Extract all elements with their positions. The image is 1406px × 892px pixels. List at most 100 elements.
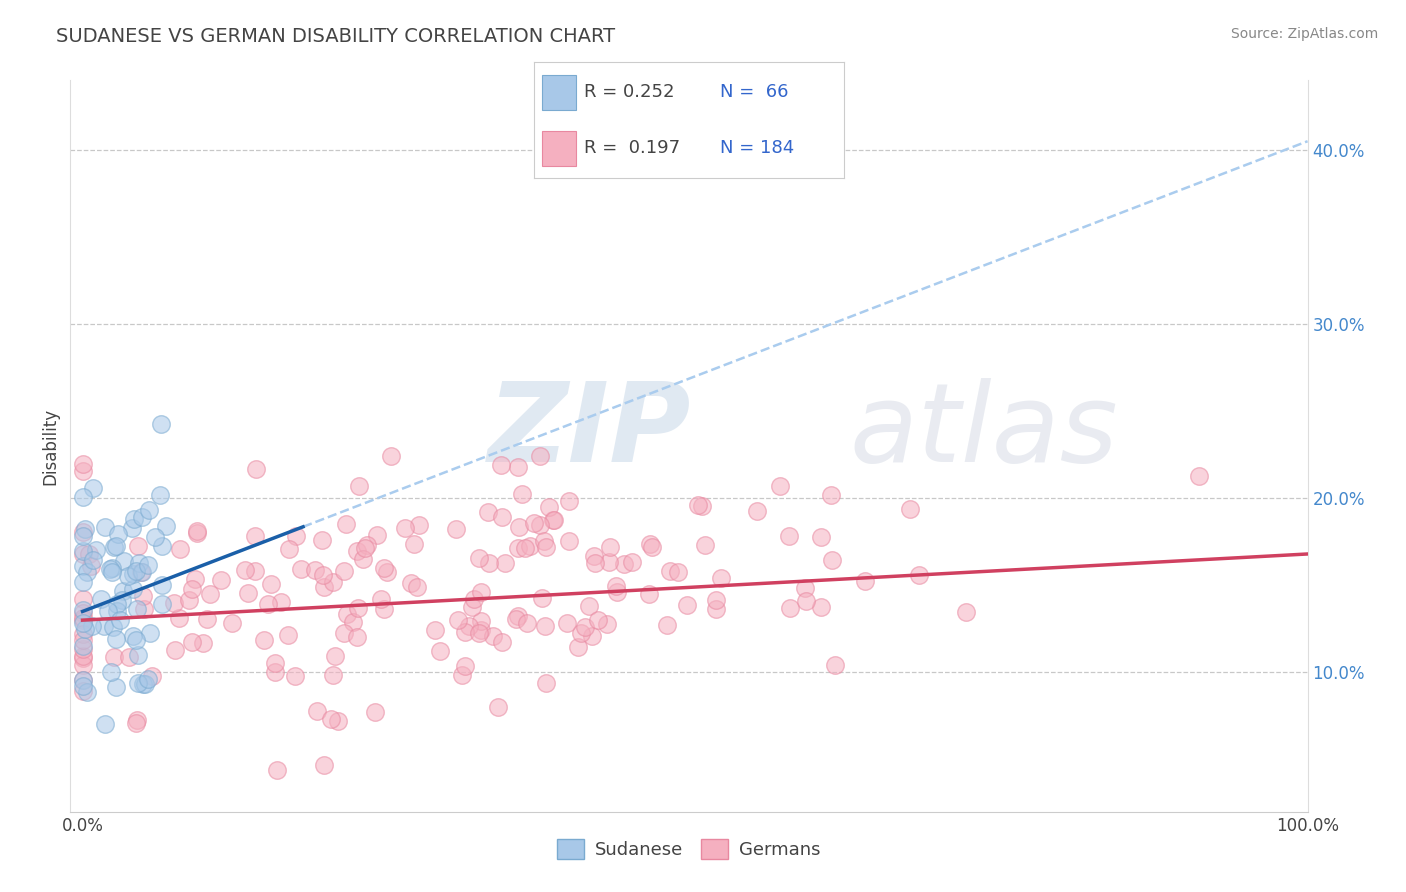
Point	[107, 526, 129, 541]
Point	[72, 658, 94, 673]
Point	[778, 529, 800, 543]
Point	[132, 677, 155, 691]
Point	[72, 642, 94, 657]
Point	[284, 669, 307, 683]
Point	[821, 553, 844, 567]
Point	[394, 521, 416, 535]
Point	[506, 460, 529, 475]
Point	[243, 564, 266, 578]
Point	[482, 629, 505, 643]
Point	[72, 574, 94, 589]
Point	[311, 533, 333, 547]
Text: atlas: atlas	[849, 378, 1118, 485]
Point	[533, 618, 555, 632]
Point	[169, 542, 191, 557]
Point	[470, 585, 492, 599]
Point	[72, 464, 94, 478]
Point	[82, 481, 104, 495]
Point	[136, 558, 159, 573]
Point	[322, 575, 344, 590]
Text: ZIP: ZIP	[488, 378, 692, 485]
Point	[72, 603, 94, 617]
Point	[793, 581, 815, 595]
Point	[578, 599, 600, 614]
Point	[380, 449, 402, 463]
Point	[264, 665, 287, 679]
Point	[73, 622, 96, 636]
Point	[152, 539, 174, 553]
Point	[72, 651, 94, 665]
Point	[72, 683, 94, 698]
Point	[82, 553, 104, 567]
Point	[72, 525, 94, 540]
Point	[72, 529, 94, 543]
Point	[72, 679, 94, 693]
Point	[581, 629, 603, 643]
Point	[955, 605, 977, 619]
Point	[198, 587, 221, 601]
Point	[155, 519, 177, 533]
Point	[243, 528, 266, 542]
Point	[97, 603, 120, 617]
Point	[122, 582, 145, 596]
Point	[342, 615, 364, 630]
Point	[122, 511, 145, 525]
Point	[72, 543, 94, 558]
Point	[139, 625, 162, 640]
Point	[824, 657, 846, 672]
Text: R =  0.197: R = 0.197	[583, 139, 681, 157]
Point	[257, 597, 280, 611]
Point	[285, 529, 308, 543]
Point	[558, 534, 581, 549]
Point	[72, 632, 94, 647]
Point	[93, 520, 115, 534]
Point	[127, 676, 149, 690]
Point	[586, 613, 609, 627]
Point	[489, 458, 512, 472]
Point	[72, 491, 94, 505]
Point	[444, 522, 467, 536]
Point	[454, 658, 477, 673]
Point	[688, 498, 710, 512]
Point	[370, 591, 392, 606]
Point	[72, 649, 94, 664]
Point	[347, 478, 370, 492]
Point	[72, 616, 94, 631]
Point	[93, 618, 115, 632]
Point	[366, 527, 388, 541]
Point	[676, 599, 699, 613]
Point	[312, 567, 335, 582]
Point	[346, 630, 368, 644]
Point	[333, 626, 356, 640]
Point	[125, 564, 148, 578]
Point	[122, 567, 145, 582]
Point	[105, 539, 128, 553]
Point	[352, 552, 374, 566]
Point	[447, 613, 470, 627]
Point	[72, 592, 94, 607]
Point	[304, 563, 326, 577]
Point	[72, 673, 94, 687]
Point	[125, 713, 148, 727]
Text: N =  66: N = 66	[720, 83, 789, 102]
Point	[129, 565, 152, 579]
Point	[558, 494, 581, 508]
Point	[335, 517, 357, 532]
Point	[745, 503, 768, 517]
Point	[508, 541, 530, 555]
Point	[810, 530, 832, 544]
Point	[125, 601, 148, 615]
Point	[820, 488, 842, 502]
Point	[72, 559, 94, 574]
Point	[599, 541, 621, 555]
Point	[179, 593, 201, 607]
Point	[898, 502, 921, 516]
Point	[252, 633, 274, 648]
Text: Source: ZipAtlas.com: Source: ZipAtlas.com	[1230, 27, 1378, 41]
Text: R = 0.252: R = 0.252	[583, 83, 675, 102]
Point	[666, 566, 689, 580]
Point	[72, 673, 94, 687]
Point	[486, 699, 509, 714]
Point	[94, 717, 117, 731]
Point	[103, 541, 125, 555]
